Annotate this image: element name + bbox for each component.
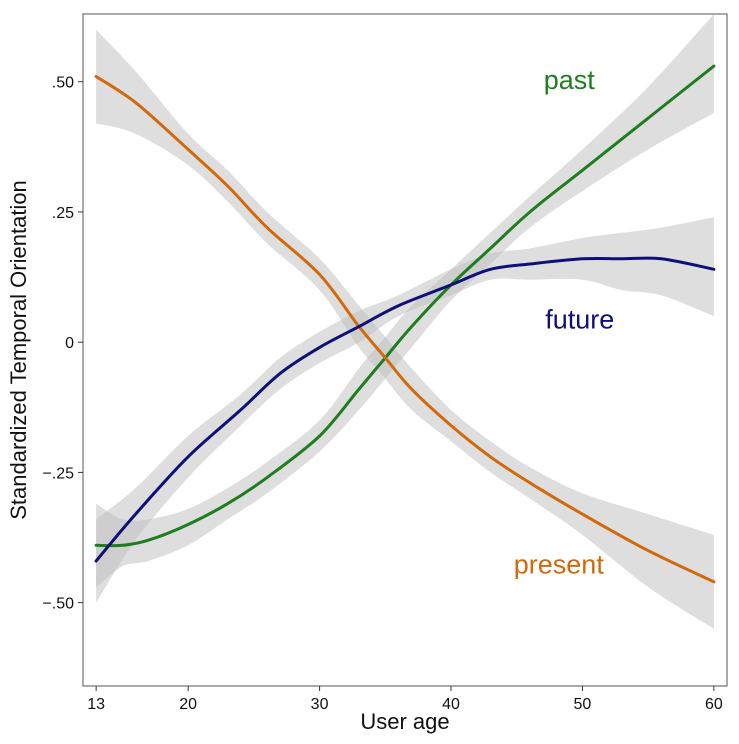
series-line-past: [94, 64, 716, 548]
ci-band-past: [96, 14, 714, 587]
y-tick-label: .25: [52, 205, 74, 222]
y-axis: .50 .25 0 −.25 −.50: [42, 75, 83, 613]
ci-band-present: [96, 29, 714, 629]
y-tick-label: .50: [52, 75, 74, 92]
x-axis: 13 20 30 40 50 60: [87, 686, 723, 713]
series-lines: [94, 64, 716, 584]
series-line-future: [94, 256, 716, 563]
y-tick-label: 0: [65, 335, 74, 352]
series-label-future: future: [545, 304, 614, 334]
x-tick-label: 13: [87, 696, 105, 713]
x-axis-title: User age: [360, 709, 449, 734]
confidence-bands: [96, 14, 714, 629]
x-tick-label: 40: [442, 696, 460, 713]
y-tick-label: −.50: [42, 596, 74, 613]
y-tick-label: −.25: [42, 465, 74, 482]
series-label-present: present: [514, 549, 605, 579]
y-axis-title: Standardized Temporal Orientation: [6, 180, 31, 520]
x-tick-label: 50: [574, 696, 592, 713]
x-tick-label: 30: [311, 696, 329, 713]
x-tick-label: 60: [705, 696, 723, 713]
series-line-present: [94, 75, 716, 584]
series-labels: past present future: [514, 65, 615, 580]
ci-band-future: [96, 217, 714, 603]
x-tick-label: 20: [179, 696, 197, 713]
series-label-past: past: [544, 65, 596, 95]
